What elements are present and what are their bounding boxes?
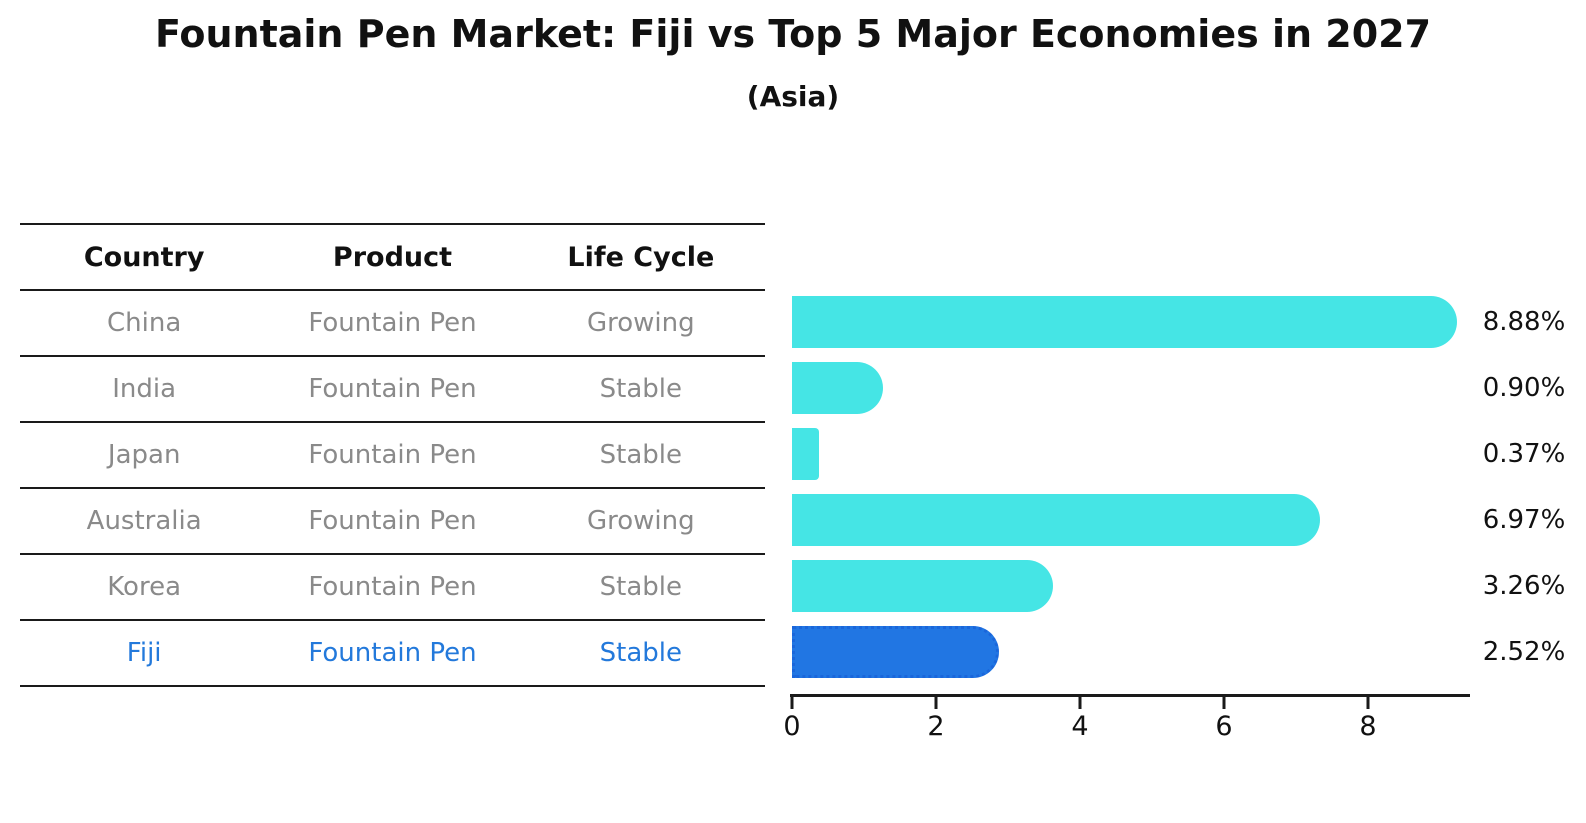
- chart-subtitle: (Asia): [746, 80, 840, 113]
- table-cell-life_cycle: Growing: [586, 308, 695, 338]
- bar-row-korea: [792, 553, 1470, 619]
- bar-value-label: 3.26%: [1482, 571, 1566, 601]
- country-table: Country Product Life Cycle China Fountain Pe…: [20, 223, 765, 687]
- chart-title: Fountain Pen Market: Fiji vs Top 5 Major…: [154, 12, 1432, 56]
- bar-row-india: [792, 355, 1470, 421]
- bar-china: [792, 296, 1458, 348]
- table-cell-country: Australia: [86, 506, 202, 536]
- value-label-column: 8.88% 0.90% 0.37% 6.97% 3.26% 2.52%: [1468, 289, 1580, 685]
- x-tick-mark-2: [934, 697, 938, 709]
- table-row-australia: Australia Fountain Pen Growing: [20, 489, 765, 555]
- bar-australia: [792, 494, 1320, 546]
- table-cell-country: Korea: [107, 572, 182, 602]
- bar-value-label: 0.37%: [1482, 439, 1566, 469]
- bar-value-label: 0.90%: [1482, 373, 1566, 403]
- bar-korea: [792, 560, 1053, 612]
- table-cell-product: Fountain Pen: [308, 440, 477, 470]
- x-tick-label-0: 0: [783, 711, 801, 742]
- bar-japan: [792, 428, 819, 480]
- table-cell-life_cycle: Stable: [599, 572, 682, 602]
- table-header-row: Country Product Life Cycle: [20, 223, 765, 291]
- table-cell-product: Fountain Pen: [308, 638, 477, 668]
- bar-row-fiji: [792, 619, 1470, 685]
- x-tick-label-2: 2: [927, 711, 945, 742]
- column-header: Life Cycle: [567, 241, 715, 273]
- table-row-korea: Korea Fountain Pen Stable: [20, 555, 765, 621]
- x-tick-label-4: 4: [1071, 711, 1089, 742]
- x-axis-line: [790, 694, 1470, 697]
- bar-row-australia: [792, 487, 1470, 553]
- bar-row-china: [792, 289, 1470, 355]
- table-row-india: India Fountain Pen Stable: [20, 357, 765, 423]
- table-cell-country: India: [112, 374, 177, 404]
- bar-chart-area: [792, 289, 1470, 685]
- table-cell-life_cycle: Stable: [599, 638, 682, 668]
- bar-value-label: 8.88%: [1482, 307, 1566, 337]
- x-tick-mark-6: [1222, 697, 1226, 709]
- x-tick-label-8: 8: [1359, 711, 1377, 742]
- table-cell-life_cycle: Stable: [599, 440, 682, 470]
- table-cell-life_cycle: Growing: [586, 506, 695, 536]
- x-tick-label-6: 6: [1215, 711, 1233, 742]
- table-row-japan: Japan Fountain Pen Stable: [20, 423, 765, 489]
- table-cell-product: Fountain Pen: [308, 308, 477, 338]
- bar-row-japan: [792, 421, 1470, 487]
- bar-india: [792, 362, 883, 414]
- table-cell-life_cycle: Stable: [599, 374, 682, 404]
- table-row-fiji: Fiji Fountain Pen Stable: [20, 621, 765, 687]
- table-cell-product: Fountain Pen: [308, 572, 477, 602]
- table-row-china: China Fountain Pen Growing: [20, 291, 765, 357]
- x-tick-mark-4: [1078, 697, 1082, 709]
- table-cell-product: Fountain Pen: [308, 374, 477, 404]
- x-tick-mark-8: [1366, 697, 1370, 709]
- column-header: Product: [332, 241, 453, 273]
- table-cell-country: Japan: [107, 440, 181, 470]
- bar-fiji: [792, 626, 1000, 678]
- x-axis: 0 2 4 6 8: [783, 694, 1470, 754]
- table-cell-country: Fiji: [126, 638, 162, 668]
- table-cell-country: China: [107, 308, 182, 338]
- column-header: Country: [83, 241, 205, 273]
- bar-value-label: 6.97%: [1482, 505, 1566, 535]
- bar-value-label: 2.52%: [1482, 637, 1566, 667]
- table-cell-product: Fountain Pen: [308, 506, 477, 536]
- x-tick-mark-0: [790, 697, 794, 709]
